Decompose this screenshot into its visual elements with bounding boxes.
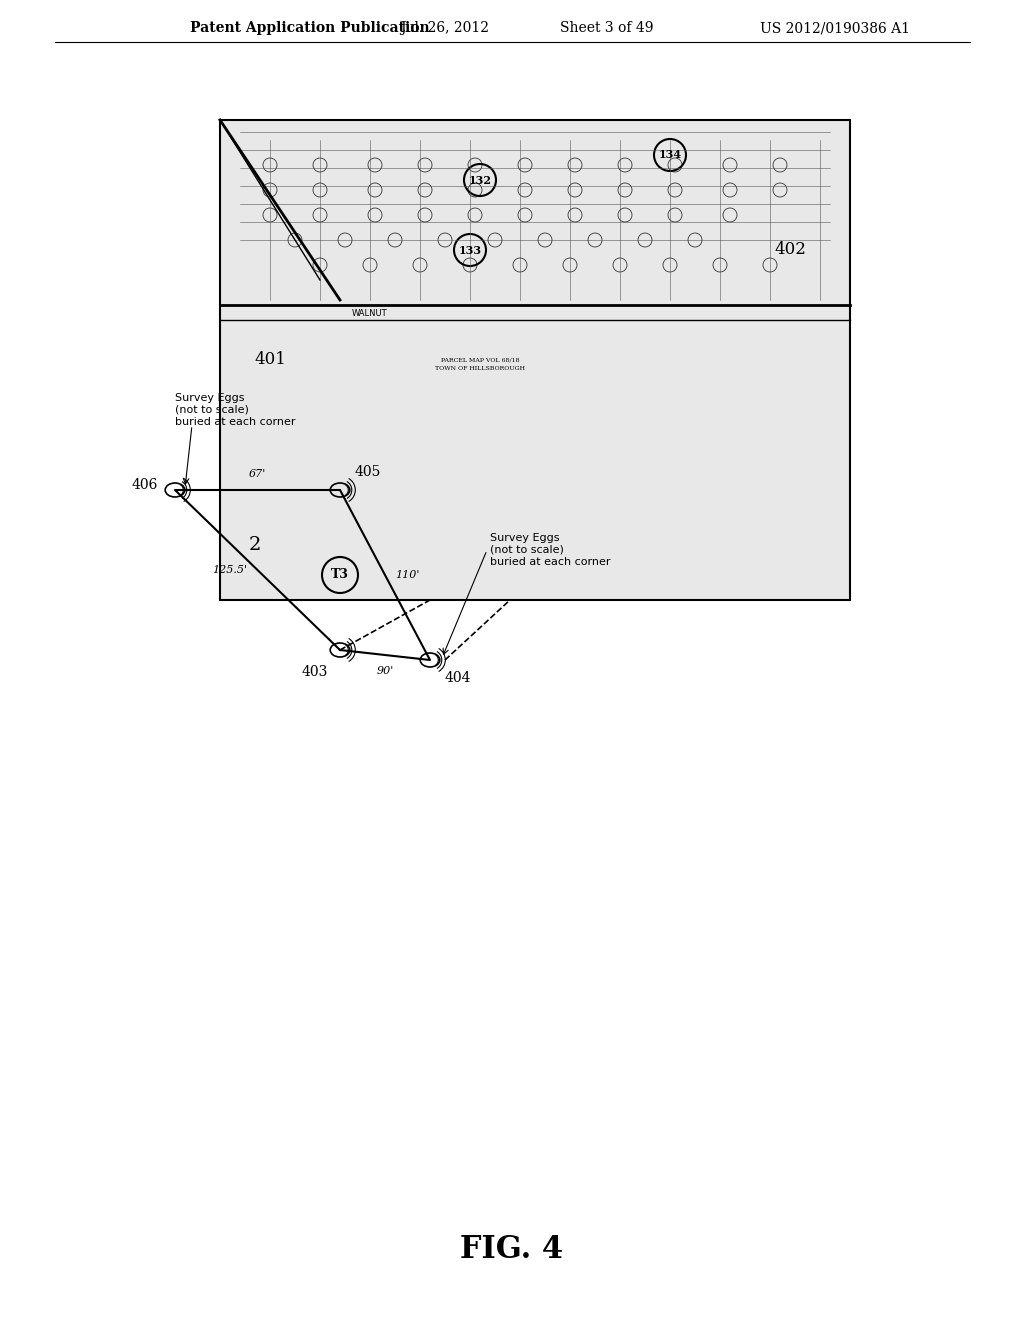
Text: 405: 405 (354, 465, 381, 479)
Text: 125.5': 125.5' (212, 565, 247, 576)
Text: Sheet 3 of 49: Sheet 3 of 49 (560, 21, 653, 36)
Text: Survey Eggs
(not to scale)
buried at each corner: Survey Eggs (not to scale) buried at eac… (175, 393, 296, 426)
Text: Jul. 26, 2012: Jul. 26, 2012 (400, 21, 489, 36)
Text: 110': 110' (395, 570, 419, 579)
Text: 132: 132 (469, 174, 492, 186)
Text: 90': 90' (377, 667, 393, 676)
Text: 2: 2 (249, 536, 261, 554)
Text: T3: T3 (331, 569, 349, 582)
Text: FIG. 4: FIG. 4 (461, 1234, 563, 1266)
Text: Patent Application Publication: Patent Application Publication (190, 21, 430, 36)
Text: 67': 67' (249, 469, 266, 479)
Text: TOWN OF HILLSBOROUGH: TOWN OF HILLSBOROUGH (435, 366, 525, 371)
Text: 134: 134 (658, 149, 682, 161)
Text: 406: 406 (132, 478, 158, 492)
Text: WALNUT: WALNUT (352, 309, 388, 318)
Bar (220, 120, 850, 601)
Text: Survey Eggs
(not to scale)
buried at each corner: Survey Eggs (not to scale) buried at eac… (490, 533, 610, 566)
Text: 401: 401 (254, 351, 286, 368)
Text: 403: 403 (302, 665, 328, 678)
Text: 133: 133 (459, 244, 481, 256)
Text: US 2012/0190386 A1: US 2012/0190386 A1 (760, 21, 910, 36)
Text: PARCEL MAP VOL 68/18: PARCEL MAP VOL 68/18 (440, 358, 519, 363)
Text: 404: 404 (444, 671, 471, 685)
Text: 402: 402 (774, 242, 806, 259)
